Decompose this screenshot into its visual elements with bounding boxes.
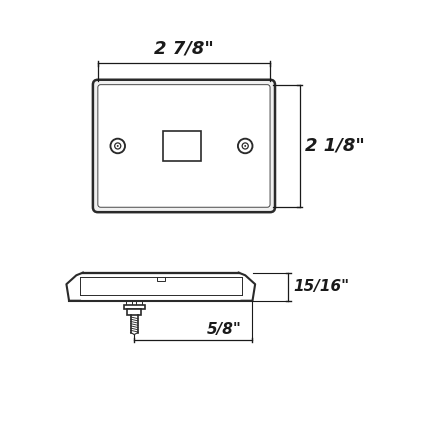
Text: 15/16": 15/16" bbox=[293, 279, 349, 294]
Bar bbox=[136, 301, 142, 305]
Text: 5/8": 5/8" bbox=[207, 322, 242, 337]
Circle shape bbox=[244, 145, 246, 147]
Bar bbox=[123, 305, 145, 309]
Bar bbox=[126, 301, 132, 305]
Bar bbox=[127, 309, 141, 315]
Text: 2 1/8": 2 1/8" bbox=[305, 137, 365, 155]
Bar bbox=[157, 277, 165, 281]
FancyBboxPatch shape bbox=[93, 80, 275, 212]
Circle shape bbox=[117, 145, 119, 147]
FancyBboxPatch shape bbox=[98, 85, 270, 207]
Text: 2 7/8": 2 7/8" bbox=[154, 39, 214, 57]
Bar bbox=[163, 131, 201, 161]
